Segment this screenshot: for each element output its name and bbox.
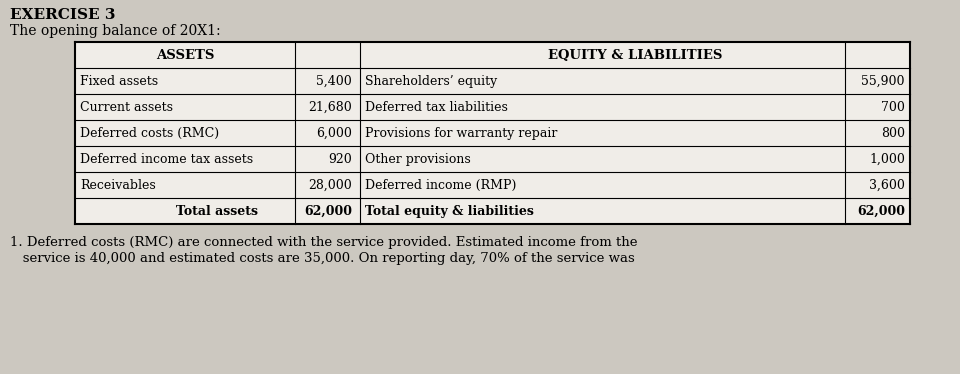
Text: Deferred tax liabilities: Deferred tax liabilities	[365, 101, 508, 113]
Text: 920: 920	[328, 153, 352, 166]
Text: 700: 700	[881, 101, 905, 113]
Text: Receivables: Receivables	[80, 178, 156, 191]
Text: 5,400: 5,400	[316, 74, 352, 88]
Text: 1. Deferred costs (RMC) are connected with the service provided. Estimated incom: 1. Deferred costs (RMC) are connected wi…	[10, 236, 637, 249]
Text: Deferred income (RMP): Deferred income (RMP)	[365, 178, 516, 191]
Text: service is 40,000 and estimated costs are 35,000. On reporting day, 70% of the s: service is 40,000 and estimated costs ar…	[10, 252, 635, 265]
Text: Provisions for warranty repair: Provisions for warranty repair	[365, 126, 558, 140]
Text: 55,900: 55,900	[861, 74, 905, 88]
Text: Total equity & liabilities: Total equity & liabilities	[365, 205, 534, 218]
Text: Deferred income tax assets: Deferred income tax assets	[80, 153, 253, 166]
Text: Shareholders’ equity: Shareholders’ equity	[365, 74, 497, 88]
Text: Fixed assets: Fixed assets	[80, 74, 158, 88]
Text: Total assets: Total assets	[177, 205, 258, 218]
Text: Deferred costs (RMC): Deferred costs (RMC)	[80, 126, 219, 140]
Bar	[75, 42, 910, 224]
Text: 3,600: 3,600	[869, 178, 905, 191]
Text: 800: 800	[881, 126, 905, 140]
Text: 28,000: 28,000	[308, 178, 352, 191]
Text: EQUITY & LIABILITIES: EQUITY & LIABILITIES	[548, 49, 722, 61]
Text: 62,000: 62,000	[304, 205, 352, 218]
Text: Current assets: Current assets	[80, 101, 173, 113]
Text: EXERCISE 3: EXERCISE 3	[10, 8, 115, 22]
Text: ASSETS: ASSETS	[156, 49, 214, 61]
Text: 62,000: 62,000	[857, 205, 905, 218]
Text: 1,000: 1,000	[869, 153, 905, 166]
Text: 6,000: 6,000	[316, 126, 352, 140]
Text: 21,680: 21,680	[308, 101, 352, 113]
Text: Other provisions: Other provisions	[365, 153, 470, 166]
Text: The opening balance of 20X1:: The opening balance of 20X1:	[10, 24, 221, 38]
